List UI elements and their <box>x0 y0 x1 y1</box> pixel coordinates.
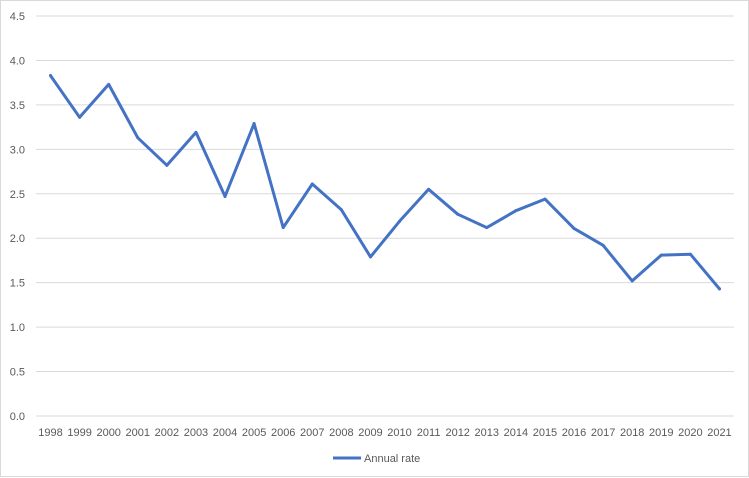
data-point <box>252 122 256 126</box>
x-tick-label: 2015 <box>533 427 557 439</box>
x-tick-label: 1998 <box>38 427 62 439</box>
x-tick-label: 2013 <box>475 427 499 439</box>
x-tick-label: 2005 <box>242 427 266 439</box>
data-point <box>107 82 111 86</box>
data-point <box>398 219 402 223</box>
x-tick-label: 2011 <box>417 427 441 439</box>
data-point <box>194 130 198 134</box>
data-point <box>514 209 518 213</box>
data-point <box>543 197 547 201</box>
x-tick-label: 2001 <box>126 427 150 439</box>
data-point <box>717 287 721 291</box>
x-tick-label: 2020 <box>678 427 702 439</box>
y-tick-label: 4.0 <box>10 55 25 67</box>
series-layer <box>49 74 721 291</box>
x-tick-label: 2002 <box>155 427 179 439</box>
y-tick-label: 3.0 <box>10 144 25 156</box>
legend-label-annual-rate: Annual rate <box>364 453 420 465</box>
x-tick-label: 2016 <box>562 427 586 439</box>
x-tick-label: 2000 <box>96 427 120 439</box>
y-tick-label: 0.5 <box>10 367 25 379</box>
y-tick-label: 3.5 <box>10 100 25 112</box>
y-tick-label: 1.5 <box>10 278 25 290</box>
data-point <box>281 226 285 230</box>
x-tick-label: 2012 <box>445 427 469 439</box>
data-point <box>485 226 489 230</box>
data-point <box>165 163 169 167</box>
x-tick-label: 2006 <box>271 427 295 439</box>
x-tick-label: 2014 <box>504 427 528 439</box>
y-tick-label: 2.0 <box>10 233 25 245</box>
data-point <box>223 194 227 198</box>
series-line-annual-rate <box>49 74 721 291</box>
data-point <box>688 252 692 256</box>
x-tick-label: 2017 <box>591 427 615 439</box>
x-tick-label: 2021 <box>707 427 731 439</box>
x-tick-label: 2008 <box>329 427 353 439</box>
gridlines <box>36 15 734 373</box>
data-point <box>601 243 605 247</box>
data-point <box>427 187 431 191</box>
data-point <box>630 279 634 283</box>
data-point <box>136 136 140 140</box>
data-point <box>78 115 82 119</box>
data-point <box>49 74 53 78</box>
y-tick-label: 0.0 <box>10 411 25 423</box>
data-point <box>368 255 372 259</box>
data-point <box>659 253 663 257</box>
x-tick-label: 2018 <box>620 427 644 439</box>
data-point <box>572 226 576 230</box>
axes: 0.0 0.5 1.0 1.5 2.0 2.5 3.0 3.5 4.0 4.5 1998 1999 20… <box>10 11 734 439</box>
data-point <box>310 182 314 186</box>
x-tick-label: 2019 <box>649 427 673 439</box>
y-tick-label: 4.5 <box>10 11 25 23</box>
data-point <box>339 208 343 212</box>
data-point <box>456 212 460 216</box>
y-tick-label: 2.5 <box>10 189 25 201</box>
x-tick-label: 2004 <box>213 427 237 439</box>
x-tick-label: 1999 <box>67 427 91 439</box>
legend: Annual rate <box>333 453 420 465</box>
x-tick-label: 2007 <box>300 427 324 439</box>
y-tick-label: 1.0 <box>10 322 25 334</box>
x-tick-label: 2010 <box>387 427 411 439</box>
x-tick-label: 2009 <box>358 427 382 439</box>
x-tick-label: 2003 <box>184 427 208 439</box>
